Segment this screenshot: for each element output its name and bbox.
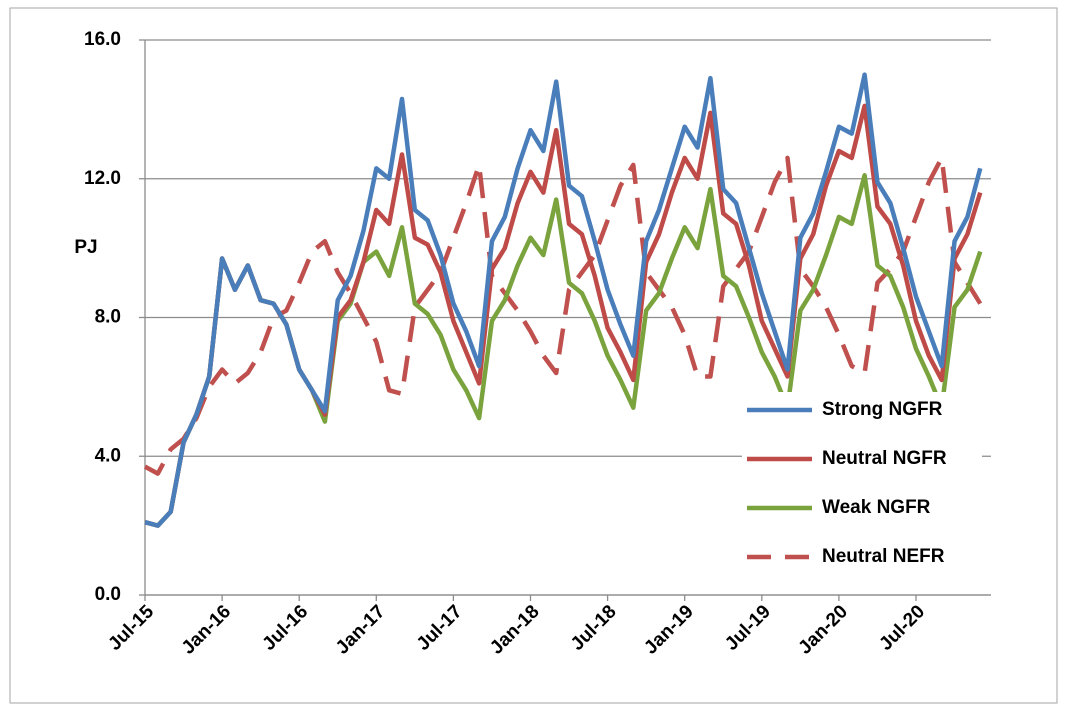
y-tick-label: 4.0: [95, 445, 121, 466]
x-tick-label: Jul-17: [413, 601, 467, 655]
x-tick-label: Jan-16: [178, 601, 235, 658]
x-tick-label: Jul-15: [104, 601, 158, 655]
y-tick-label: 16.0: [84, 29, 121, 50]
legend-label: Neutral NGFR: [822, 448, 947, 469]
x-tick-label: Jul-20: [875, 601, 929, 655]
x-tick-label: Jan-19: [640, 601, 697, 658]
legend-label: Weak NGFR: [822, 497, 931, 518]
x-tick-label: Jan-18: [486, 601, 543, 658]
legend-label: Neutral NEFR: [822, 546, 945, 567]
y-tick-label: 8.0: [95, 307, 121, 328]
y-tick-label: 0.0: [95, 584, 121, 605]
series-line: [143, 155, 983, 476]
x-tick-label: Jan-20: [795, 601, 852, 658]
legend-label: Strong NGFR: [822, 399, 943, 420]
legend-bg: [742, 539, 982, 575]
x-tick-label: Jul-16: [259, 601, 313, 655]
x-tick-label: Jul-18: [567, 601, 621, 655]
x-tick-label: Jul-19: [721, 601, 775, 655]
x-tick-label: Jan-17: [332, 601, 389, 658]
y-axis-label: PJ: [74, 237, 97, 258]
chart-border: [9, 7, 1058, 704]
series-line: [144, 72, 983, 528]
y-tick-label: 12.0: [84, 168, 121, 189]
